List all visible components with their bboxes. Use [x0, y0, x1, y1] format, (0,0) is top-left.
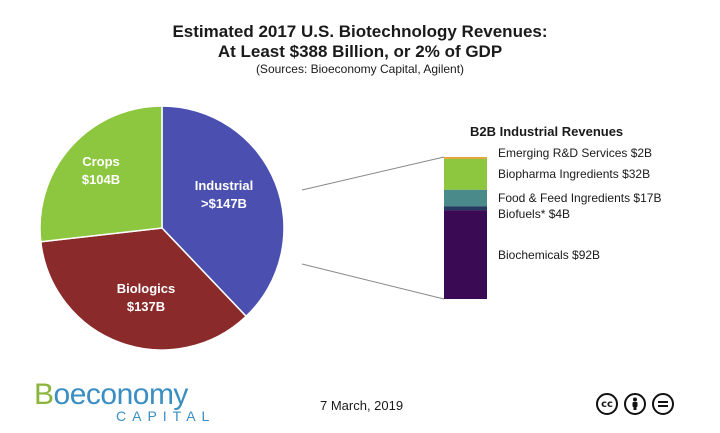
bioeconomy-capital-logo: Boeconomy CAPITAL [34, 378, 216, 425]
attribution-icon [624, 393, 646, 415]
pie-label-biologics: Biologics $137B [117, 281, 176, 314]
stacked-bar-labels: Emerging R&D Services $2B Biopharma Ingre… [498, 146, 661, 262]
bar-label-biochemicals: Biochemicals $92B [498, 248, 600, 262]
bar-segment-biopharma-ingredients [444, 158, 487, 190]
cc-icon: cc [596, 393, 618, 415]
bar-segment-biochemicals [444, 210, 487, 299]
logo-letter-b: B [34, 378, 54, 411]
pie-label-crops: Crops $104B [82, 154, 120, 187]
no-derivatives-icon [652, 393, 674, 415]
logo-word: oeconomy [53, 378, 189, 411]
connector-line-top [301, 156, 445, 191]
chart-title-line1: Estimated 2017 U.S. Biotechnology Revenu… [172, 22, 548, 41]
bar-label-biofuels: Biofuels* $4B [498, 207, 570, 221]
logo-subword: CAPITAL [116, 408, 216, 424]
connector-line-bottom [301, 263, 445, 300]
chart-title-line2: At Least $388 Billion, or 2% of GDP [217, 42, 503, 61]
bar-label-biopharma-ingredients: Biopharma Ingredients $32B [498, 167, 650, 181]
stacked-bar-chart [444, 157, 487, 299]
pie-slice-biologics [39, 227, 248, 351]
pie-slice-industrial [161, 105, 285, 318]
bar-label-emerging-r-d-services: Emerging R&D Services $2B [498, 146, 652, 160]
pie-chart [39, 105, 285, 351]
pie-label-industrial: Industrial >$147B [195, 178, 254, 211]
bar-segment-food-feed-ingredients [444, 189, 487, 207]
pie-slice-crops [39, 105, 163, 243]
bar-chart-title: B2B Industrial Revenues [470, 124, 623, 139]
license-icons: cc [596, 393, 674, 415]
bar-segment-emerging-r-d-services [444, 157, 487, 159]
chart-subtitle: (Sources: Bioeconomy Capital, Agilent) [255, 62, 465, 76]
footer-date: 7 March, 2019 [320, 398, 404, 413]
bar-segment-biofuels [444, 206, 487, 211]
bar-label-food-feed-ingredients: Food & Feed Ingredients $17B [498, 191, 661, 205]
pie-labels: Industrial >$147B Biologics $137B Crops $104B [82, 154, 253, 314]
